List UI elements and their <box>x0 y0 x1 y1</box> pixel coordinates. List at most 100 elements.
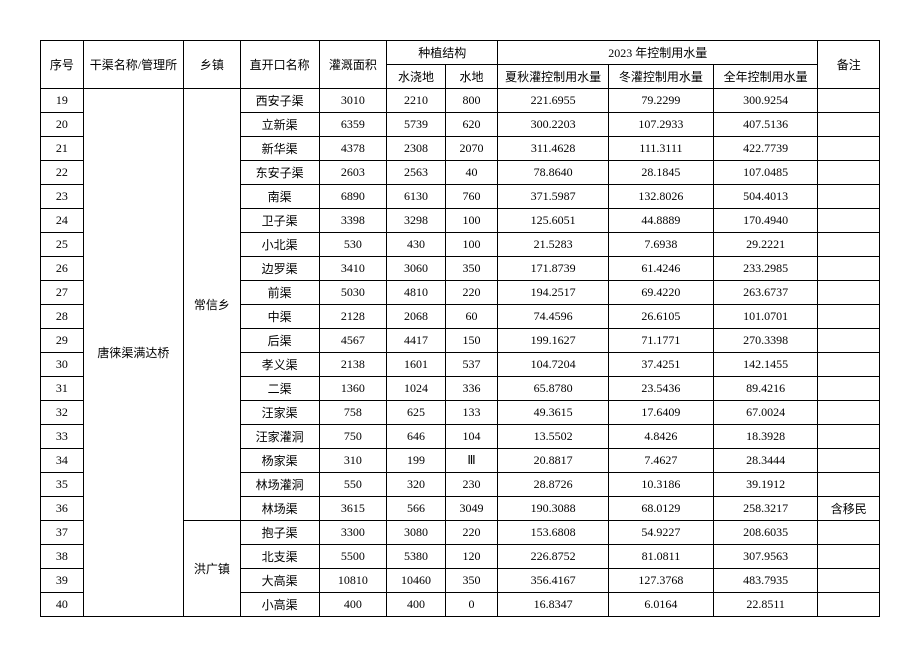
cell-water: 40 <box>445 161 497 185</box>
cell-seq: 40 <box>41 593 84 617</box>
cell-water: 60 <box>445 305 497 329</box>
cell-winter: 54.9227 <box>609 521 714 545</box>
cell-opening: 林场渠 <box>240 497 319 521</box>
cell-winter: 79.2299 <box>609 89 714 113</box>
cell-area: 3615 <box>319 497 387 521</box>
cell-irrigated: 6130 <box>387 185 446 209</box>
cell-summer: 74.4596 <box>498 305 609 329</box>
cell-winter: 6.0164 <box>609 593 714 617</box>
cell-winter: 37.4251 <box>609 353 714 377</box>
cell-seq: 34 <box>41 449 84 473</box>
cell-irrigated: 2068 <box>387 305 446 329</box>
cell-summer: 371.5987 <box>498 185 609 209</box>
cell-area: 3398 <box>319 209 387 233</box>
cell-opening: 孝义渠 <box>240 353 319 377</box>
cell-opening: 立新渠 <box>240 113 319 137</box>
header-ctrl-group: 2023 年控制用水量 <box>498 41 818 65</box>
cell-opening: 抱子渠 <box>240 521 319 545</box>
cell-year: 89.4216 <box>713 377 818 401</box>
cell-winter: 71.1771 <box>609 329 714 353</box>
cell-water: 220 <box>445 281 497 305</box>
cell-year: 39.1912 <box>713 473 818 497</box>
cell-area: 4567 <box>319 329 387 353</box>
cell-winter: 69.4220 <box>609 281 714 305</box>
cell-seq: 32 <box>41 401 84 425</box>
header-plant-water: 水地 <box>445 65 497 89</box>
cell-summer: 190.3088 <box>498 497 609 521</box>
header-town: 乡镇 <box>184 41 241 89</box>
header-ctrl-summer: 夏秋灌控制用水量 <box>498 65 609 89</box>
cell-area: 530 <box>319 233 387 257</box>
cell-irrigated: 3060 <box>387 257 446 281</box>
cell-opening: 林场灌洞 <box>240 473 319 497</box>
cell-seq: 25 <box>41 233 84 257</box>
cell-area: 400 <box>319 593 387 617</box>
cell-year: 407.5136 <box>713 113 818 137</box>
cell-summer: 13.5502 <box>498 425 609 449</box>
cell-winter: 10.3186 <box>609 473 714 497</box>
cell-seq: 23 <box>41 185 84 209</box>
irrigation-table: 序号 干渠名称/管理所 乡镇 直开口名称 灌溉面积 种植结构 2023 年控制用… <box>40 40 880 617</box>
cell-irrigated: 3298 <box>387 209 446 233</box>
cell-water: 3049 <box>445 497 497 521</box>
cell-summer: 226.8752 <box>498 545 609 569</box>
cell-irrigated: 199 <box>387 449 446 473</box>
cell-area: 10810 <box>319 569 387 593</box>
cell-note <box>818 137 880 161</box>
cell-water: 0 <box>445 593 497 617</box>
cell-irrigated: 1601 <box>387 353 446 377</box>
cell-area: 2128 <box>319 305 387 329</box>
cell-summer: 21.5283 <box>498 233 609 257</box>
cell-irrigated: 5739 <box>387 113 446 137</box>
cell-irrigated: 2308 <box>387 137 446 161</box>
cell-winter: 61.4246 <box>609 257 714 281</box>
cell-opening: 北支渠 <box>240 545 319 569</box>
cell-opening: 南渠 <box>240 185 319 209</box>
cell-summer: 300.2203 <box>498 113 609 137</box>
cell-summer: 311.4628 <box>498 137 609 161</box>
cell-note: 含移民 <box>818 497 880 521</box>
cell-note <box>818 569 880 593</box>
cell-seq: 28 <box>41 305 84 329</box>
cell-area: 5500 <box>319 545 387 569</box>
cell-area: 2603 <box>319 161 387 185</box>
cell-irrigated: 10460 <box>387 569 446 593</box>
header-ctrl-year: 全年控制用水量 <box>713 65 818 89</box>
cell-note <box>818 377 880 401</box>
cell-year: 483.7935 <box>713 569 818 593</box>
header-canal: 干渠名称/管理所 <box>83 41 183 89</box>
cell-winter: 4.8426 <box>609 425 714 449</box>
cell-summer: 221.6955 <box>498 89 609 113</box>
cell-note <box>818 425 880 449</box>
cell-irrigated: 4417 <box>387 329 446 353</box>
header-note: 备注 <box>818 41 880 89</box>
cell-summer: 356.4167 <box>498 569 609 593</box>
cell-seq: 26 <box>41 257 84 281</box>
cell-area: 550 <box>319 473 387 497</box>
cell-water: 100 <box>445 233 497 257</box>
cell-irrigated: 566 <box>387 497 446 521</box>
cell-winter: 111.3111 <box>609 137 714 161</box>
cell-year: 18.3928 <box>713 425 818 449</box>
cell-seq: 38 <box>41 545 84 569</box>
cell-summer: 104.7204 <box>498 353 609 377</box>
cell-winter: 26.6105 <box>609 305 714 329</box>
cell-year: 233.2985 <box>713 257 818 281</box>
cell-winter: 107.2933 <box>609 113 714 137</box>
header-plant-irrigated: 水浇地 <box>387 65 446 89</box>
cell-winter: 28.1845 <box>609 161 714 185</box>
cell-year: 307.9563 <box>713 545 818 569</box>
cell-summer: 16.8347 <box>498 593 609 617</box>
cell-note <box>818 185 880 209</box>
cell-note <box>818 257 880 281</box>
cell-year: 67.0024 <box>713 401 818 425</box>
cell-water: 350 <box>445 569 497 593</box>
cell-area: 6359 <box>319 113 387 137</box>
cell-opening: 汪家渠 <box>240 401 319 425</box>
cell-area: 310 <box>319 449 387 473</box>
header-opening: 直开口名称 <box>240 41 319 89</box>
cell-water: 230 <box>445 473 497 497</box>
cell-water: 220 <box>445 521 497 545</box>
cell-water: 100 <box>445 209 497 233</box>
cell-winter: 81.0811 <box>609 545 714 569</box>
